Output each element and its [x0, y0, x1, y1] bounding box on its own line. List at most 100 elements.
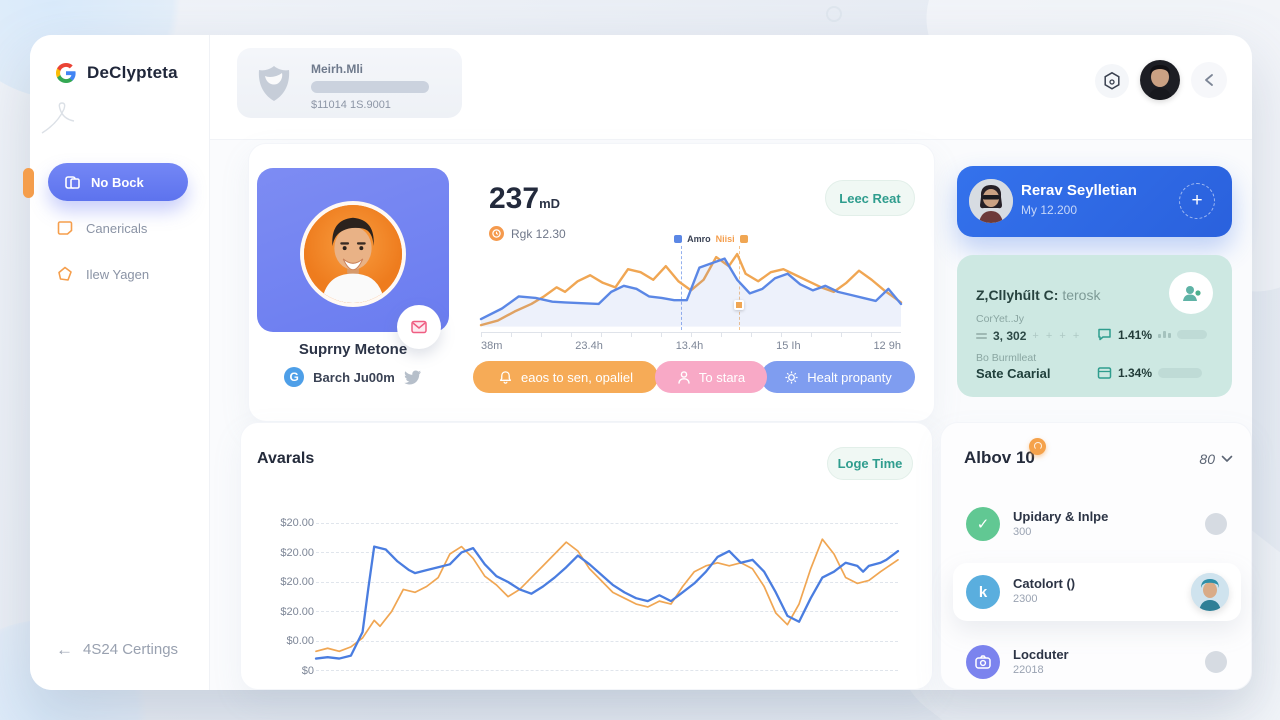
summary-title-main: Z,Cllyhűlt C: [976, 287, 1059, 303]
profile-meta: G Barch Ju00m [257, 367, 449, 387]
chevron-down-icon [1221, 455, 1233, 462]
collapse-button[interactable] [1191, 62, 1227, 98]
decor-ring [826, 6, 842, 22]
gear-icon [785, 370, 798, 384]
list-item-catolort[interactable]: k Catolort () 2300 [953, 563, 1241, 621]
sidebar-item-ilew-yagen[interactable]: Ilew Yagen [56, 265, 149, 283]
stat-value: 237mD [489, 182, 560, 216]
tag-label: eaos to sen, opaliel [520, 369, 634, 385]
google-badge-icon: G [284, 367, 305, 387]
chevron-left-icon [1205, 74, 1213, 86]
sidebar-item-label: Ilew Yagen [86, 266, 150, 282]
summary-row2-left: Sate Caarial [976, 366, 1050, 381]
user-avatar-image [1140, 60, 1180, 100]
x-axis [481, 332, 901, 337]
summary-row1-pct: 1.41% [1118, 327, 1153, 342]
x-tick-label: 15 Ih [776, 340, 801, 352]
list-lines-icon [976, 333, 987, 339]
y-tick-label: $20.00 [280, 546, 314, 559]
tag-button-to-stara[interactable]: To stara [655, 361, 767, 393]
wallet-card[interactable]: Meirh.Mli $11014 1S.9001 [237, 48, 462, 118]
list-item-label: Catolort () [1013, 576, 1076, 591]
y-tick-label: $20.00 [280, 576, 314, 588]
profile-card [257, 168, 449, 349]
summary-title: Z,Cllyhűlt C: terosk [976, 287, 1100, 303]
card-icon [1097, 367, 1112, 379]
sidebar-item-no-bock[interactable]: No Bock [48, 163, 188, 201]
twitter-icon[interactable] [404, 370, 422, 385]
google-g-icon [56, 63, 76, 83]
list-item-locduter[interactable]: Locduter 22018 [941, 645, 1251, 693]
tag-label: To stara [698, 369, 746, 385]
hexagon-icon [1104, 71, 1120, 90]
stat-subtitle: Rgk 12.30 [489, 226, 566, 241]
sidebar-item-label: Canericals [86, 220, 148, 236]
summary-row1-value: 3, 302 [993, 329, 1027, 343]
tooltip-right-label: Niisi [715, 234, 735, 244]
overview-card: Suprny Metone G Barch Ju00m 237mD Rgk 12… [248, 143, 935, 422]
stats-chart-area: Amro Niisi 38m 23.4h 13.4h 15 Ih 12 9h [481, 234, 901, 352]
user-card-name: Rerav Seylletian [1021, 182, 1137, 199]
avarals-line-chart [316, 506, 898, 678]
list-item-value: 22018 [1013, 664, 1044, 676]
brand-logo: DeClypteta [54, 61, 178, 85]
settings-button[interactable] [1095, 64, 1129, 98]
mail-icon [411, 320, 427, 334]
user-avatar[interactable] [1140, 60, 1180, 100]
notification-badge [1029, 438, 1046, 455]
faded-value-pill [1158, 368, 1203, 378]
blue-marker-icon [674, 235, 683, 243]
person-badge-icon [1183, 286, 1201, 301]
summary-row2-pct: 1.34% [1118, 366, 1153, 380]
bell-icon [499, 370, 512, 384]
chat-icon [1098, 328, 1111, 341]
tag-button-eaos[interactable]: eaos to sen, opaliel [473, 361, 658, 393]
list-item-action[interactable] [1205, 513, 1227, 535]
sidebar-item-canericals[interactable]: Canericals [56, 219, 147, 237]
clock-icon [489, 226, 504, 241]
stat-unit: mD [539, 196, 561, 211]
x-tick-label: 13.4h [675, 340, 704, 352]
stats-line-chart [481, 246, 901, 330]
message-badge[interactable] [397, 305, 441, 349]
albov-dropdown[interactable]: 80 [1199, 451, 1233, 467]
k-letter-icon: k [966, 575, 1000, 609]
albov-panel: Albov 10 80 ✓ Upidary & Inlpe 300 k Cato… [940, 422, 1252, 690]
x-axis-labels: 38m 23.4h 13.4h 15 Ih 12 9h [481, 340, 901, 352]
y-tick-label: $0.00 [286, 635, 314, 647]
sidebar-item-label: No Bock [91, 174, 144, 190]
add-user-button[interactable]: + [1179, 183, 1215, 219]
wallet-title: Meirh.Mli [311, 62, 364, 76]
user-card-avatar [969, 179, 1013, 223]
tag-label: Healt propanty [807, 369, 892, 385]
list-item-action[interactable] [1205, 651, 1227, 673]
summary-row1-label: CorYet..Jy [976, 313, 1025, 325]
loge-time-button[interactable]: Loge Time [827, 447, 913, 480]
summary-row2-value: Sate Caarial [976, 366, 1051, 381]
profile-badge-label: Barch Ju00m [313, 369, 395, 385]
wallet-amount: $11014 1S.9001 [311, 99, 391, 111]
tag-button-healt[interactable]: Healt propanty [761, 361, 915, 393]
profile-name: Suprny Metone [298, 341, 408, 358]
decor-swirl [41, 102, 75, 134]
tooltip-left-label: Amro [687, 234, 711, 244]
albov-dropdown-value: 80 [1199, 451, 1215, 467]
shield-icon [258, 66, 290, 101]
sidebar-footer-link[interactable]: ← 4S24 Certings [56, 641, 178, 658]
summary-row2-right: 1.34% [1097, 366, 1203, 380]
leec-reat-button[interactable]: Leec Reat [825, 180, 915, 216]
topbar: Meirh.Mli $11014 1S.9001 [210, 35, 1252, 140]
stat-number: 237 [489, 182, 540, 215]
active-nav-indicator [23, 168, 34, 198]
avarals-title: Avarals [257, 450, 315, 467]
person-icon [678, 370, 690, 384]
x-tick-label: 23.4h [575, 340, 603, 352]
summary-avatar-button[interactable] [1169, 272, 1213, 314]
chart-tooltip: Amro Niisi [674, 234, 748, 244]
stat-sub-label: Rgk 12.30 [511, 226, 566, 241]
summary-row1-left: 3, 302 + + + + [976, 329, 1081, 343]
list-item-avatar [1191, 573, 1229, 611]
orange-marker-icon [739, 235, 748, 243]
list-item-upidary[interactable]: ✓ Upidary & Inlpe 300 [941, 507, 1251, 555]
faded-value-pill [1177, 330, 1208, 339]
